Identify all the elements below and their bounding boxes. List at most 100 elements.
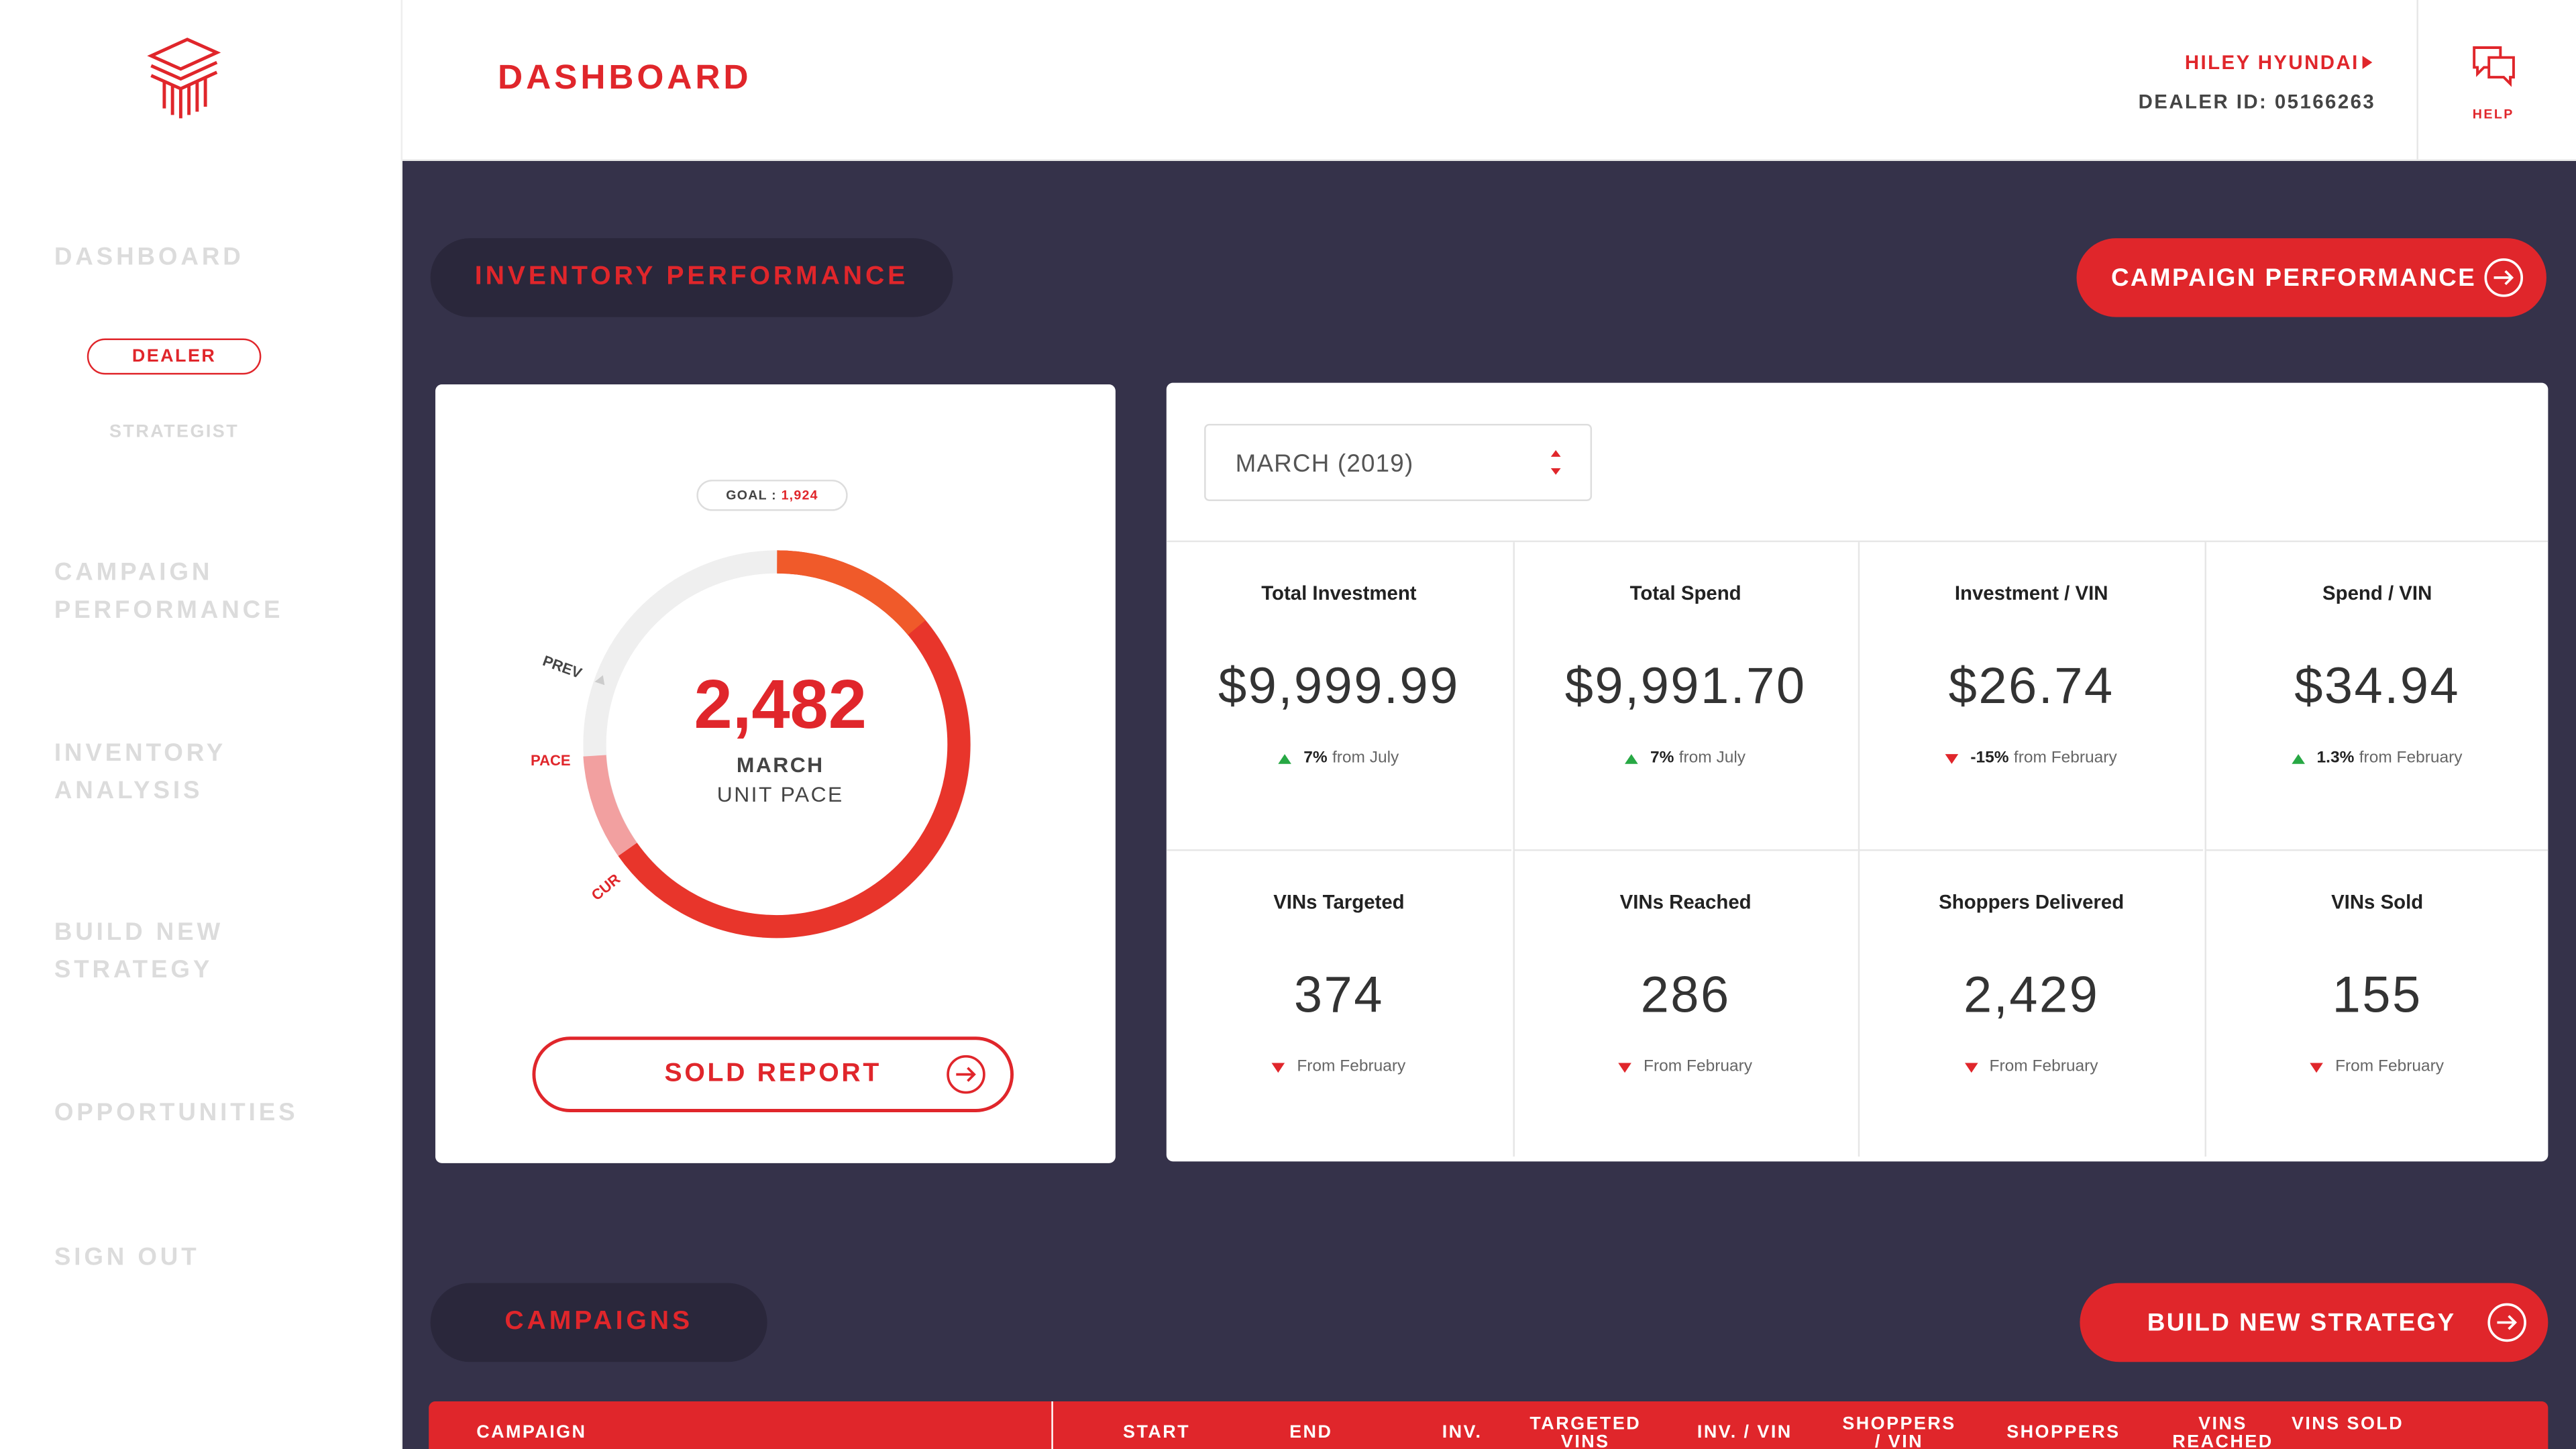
trend-arrow <box>1279 753 1293 763</box>
nav-item[interactable]: CAMPAIGN PERFORMANCE <box>54 558 284 625</box>
page-title: DASHBOARD <box>498 59 752 97</box>
nav-item[interactable]: OPPORTUNITIES <box>54 1099 299 1128</box>
sub-nav-item[interactable]: STRATEGIST <box>109 422 239 442</box>
logo <box>147 38 221 119</box>
nav-item[interactable]: BUILD NEW STRATEGY <box>54 918 224 984</box>
metric-cell: Total Spend $9,991.70 7% from July <box>1512 542 1858 850</box>
metric-label: Total Investment <box>1261 581 1417 605</box>
change-value: -15% <box>1970 749 2009 767</box>
metric-value: $9,991.70 <box>1564 657 1807 715</box>
button-label: BUILD NEW STRATEGY <box>2147 1308 2456 1337</box>
goal-value: 1,924 <box>781 488 818 503</box>
column-header: VINS SOLD <box>2291 1414 2404 1434</box>
metric-label: VINs Reached <box>1619 890 1752 914</box>
metric-value: 286 <box>1640 966 1731 1024</box>
metric-label: Shoppers Delivered <box>1939 890 2125 914</box>
metrics-card: MARCH (2019) Total Investment $9,999.99 7%… <box>1166 382 2548 1162</box>
metric-change: -15% from February <box>1860 749 2203 767</box>
dealer-name[interactable]: HILEY HYUNDAI <box>2184 50 2359 74</box>
change-note: from July <box>1332 749 1399 767</box>
sold-report-button[interactable]: SOLD REPORT <box>532 1036 1014 1112</box>
change-note: from February <box>2359 749 2463 767</box>
button-label: CAMPAIGN PERFORMANCE <box>2110 264 2477 292</box>
button-label: SOLD REPORT <box>664 1059 881 1088</box>
nav-item[interactable]: DASHBOARD <box>54 243 244 272</box>
arrow-icon <box>947 1055 985 1094</box>
column-header: VINS REACHED <box>2172 1414 2273 1449</box>
table-header: CAMPAIGN START END INV. TARGETED VINS INV. / … <box>429 1401 2548 1449</box>
divider <box>2416 0 2418 160</box>
metric-change: 7% from July <box>1167 749 1511 767</box>
change-value: 1.3% <box>2316 749 2355 767</box>
column-header: INV. / VIN <box>1697 1422 1792 1443</box>
change-note: From February <box>2335 1058 2445 1077</box>
column-header: SHOPPERS <box>2006 1422 2121 1443</box>
campaign-button[interactable]: CAMPAIGN PERFORMANCE <box>2076 238 2546 317</box>
goal-label: GOAL : <box>726 488 777 503</box>
gauge <box>583 550 971 938</box>
dealer-id: DEALER ID: 05166263 <box>2138 90 2376 113</box>
trend-arrow <box>1272 1062 1286 1072</box>
trend-arrow <box>1964 1062 1978 1072</box>
metric-change: From February <box>1514 1058 1858 1076</box>
sub-nav-item[interactable]: DEALER <box>87 338 262 375</box>
metric-label: VINs Sold <box>2331 890 2424 914</box>
column-header: END <box>1289 1422 1333 1443</box>
metric-cell: Total Investment $9,999.99 7% from July <box>1167 542 1511 849</box>
metric-change: 1.3% from February <box>2206 749 2548 767</box>
change-note: from July <box>1678 749 1746 767</box>
trend-arrow <box>2310 1062 2324 1072</box>
period-label: MARCH (2019) <box>1235 450 1414 478</box>
metric-value: $34.94 <box>2294 657 2461 715</box>
nav-item[interactable]: INVENTORY ANALYSIS <box>54 739 226 806</box>
gauge-caption: UNIT PACE <box>716 782 844 807</box>
change-value: 7% <box>1303 749 1328 767</box>
divider <box>1051 1401 1053 1449</box>
build-strategy-button[interactable]: BUILD NEW STRATEGY <box>2080 1283 2548 1362</box>
change-note: From February <box>1297 1058 1406 1077</box>
metric-change: From February <box>1167 1058 1511 1076</box>
select-arrows <box>1550 450 1561 475</box>
metric-cell: Investment / VIN $26.74 -15% from February <box>1858 542 2203 850</box>
change-note: From February <box>1989 1058 2098 1077</box>
metric-change: 7% from July <box>1514 749 1858 767</box>
top-bar <box>0 0 2576 162</box>
metric-change: From February <box>1860 1058 2203 1076</box>
metric-cell: VINs Targeted 374 From February <box>1166 849 1512 1157</box>
metric-value: $26.74 <box>1948 657 2114 715</box>
column-header: TARGETED VINS <box>1529 1414 1642 1449</box>
help-label[interactable]: HELP <box>2472 107 2514 122</box>
arrow-icon <box>2487 1303 2526 1342</box>
caret <box>2362 56 2373 69</box>
nav-item[interactable]: SIGN OUT <box>54 1243 200 1272</box>
metric-label: Total Spend <box>1629 581 1741 605</box>
period-select[interactable]: MARCH (2019) <box>1204 423 1593 501</box>
metric-value: 155 <box>2332 966 2422 1024</box>
metric-change: From February <box>2206 1058 2548 1076</box>
gauge-value: 2,482 <box>694 665 867 743</box>
trend-arrow <box>2292 753 2306 763</box>
column-header: INV. <box>1442 1422 1483 1443</box>
help-icon[interactable] <box>2469 43 2518 89</box>
metric-cell: VINs Reached 286 From February <box>1512 849 1858 1157</box>
section-title: CAMPAIGNS <box>430 1283 767 1362</box>
change-note: from February <box>2013 749 2117 767</box>
gauge-month: MARCH <box>736 752 824 777</box>
divider <box>1166 540 2548 543</box>
change-value: 7% <box>1650 749 1674 767</box>
metric-cell: Spend / VIN $34.94 1.3% from February <box>2204 542 2548 850</box>
trend-arrow <box>1625 753 1639 763</box>
column-header: CAMPAIGN <box>476 1422 587 1443</box>
change-note: From February <box>1644 1058 1752 1077</box>
metric-label: Spend / VIN <box>2322 581 2432 605</box>
column-header: SHOPPERS / VIN <box>1842 1414 1956 1449</box>
goal-pill: GOAL : 1,924 <box>696 480 848 511</box>
gauge-label: PACE <box>531 752 571 769</box>
metric-label: Investment / VIN <box>1954 581 2108 605</box>
metric-label: VINs Targeted <box>1273 890 1405 914</box>
arrow-icon <box>2484 258 2524 297</box>
metric-cell: Shoppers Delivered 2,429 From February <box>1858 849 2204 1157</box>
column-header: START <box>1123 1422 1191 1443</box>
trend-arrow <box>1619 1062 1632 1072</box>
